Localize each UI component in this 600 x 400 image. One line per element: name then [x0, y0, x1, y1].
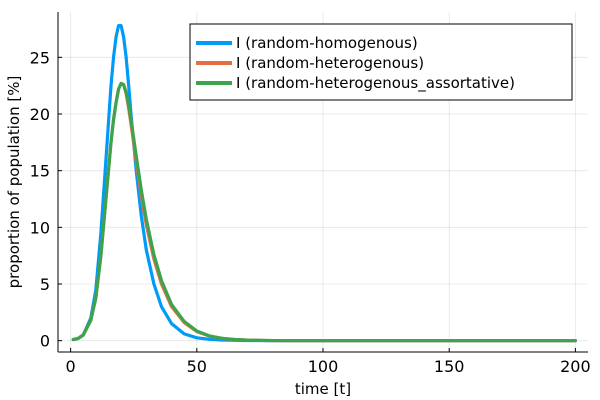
x-tick-labels: 0 50 100 150 200 [66, 348, 591, 376]
y-tick-labels: 0 5 10 15 20 25 [30, 48, 62, 351]
y-tick-label: 0 [40, 332, 50, 351]
y-axis-label: proportion of population [%] [5, 76, 23, 289]
y-tick-label: 10 [30, 218, 50, 237]
x-tick-label: 50 [187, 357, 207, 376]
series-line-2 [71, 81, 577, 343]
legend-box [189, 23, 573, 101]
y-tick-label: 20 [30, 105, 50, 124]
y-tick-label: 5 [40, 275, 50, 294]
y-tick-label: 15 [30, 162, 50, 181]
x-tick-label: 150 [434, 357, 465, 376]
x-tick-label: 200 [560, 357, 591, 376]
legend-label-1: I (random-homogenous) [236, 34, 418, 52]
series-lines [71, 24, 577, 343]
x-tick-label: 100 [308, 357, 339, 376]
legend: I (random-homogenous) I (random-heterogen… [189, 23, 573, 101]
y-tick-label: 25 [30, 48, 50, 67]
legend-label-3: I (random-heterogenous_assortative) [236, 74, 515, 93]
x-tick-label: 0 [66, 357, 76, 376]
series-line-3 [71, 81, 577, 343]
x-axis-label: time [t] [295, 380, 351, 398]
legend-label-2: I (random-heterogenous) [236, 54, 424, 72]
